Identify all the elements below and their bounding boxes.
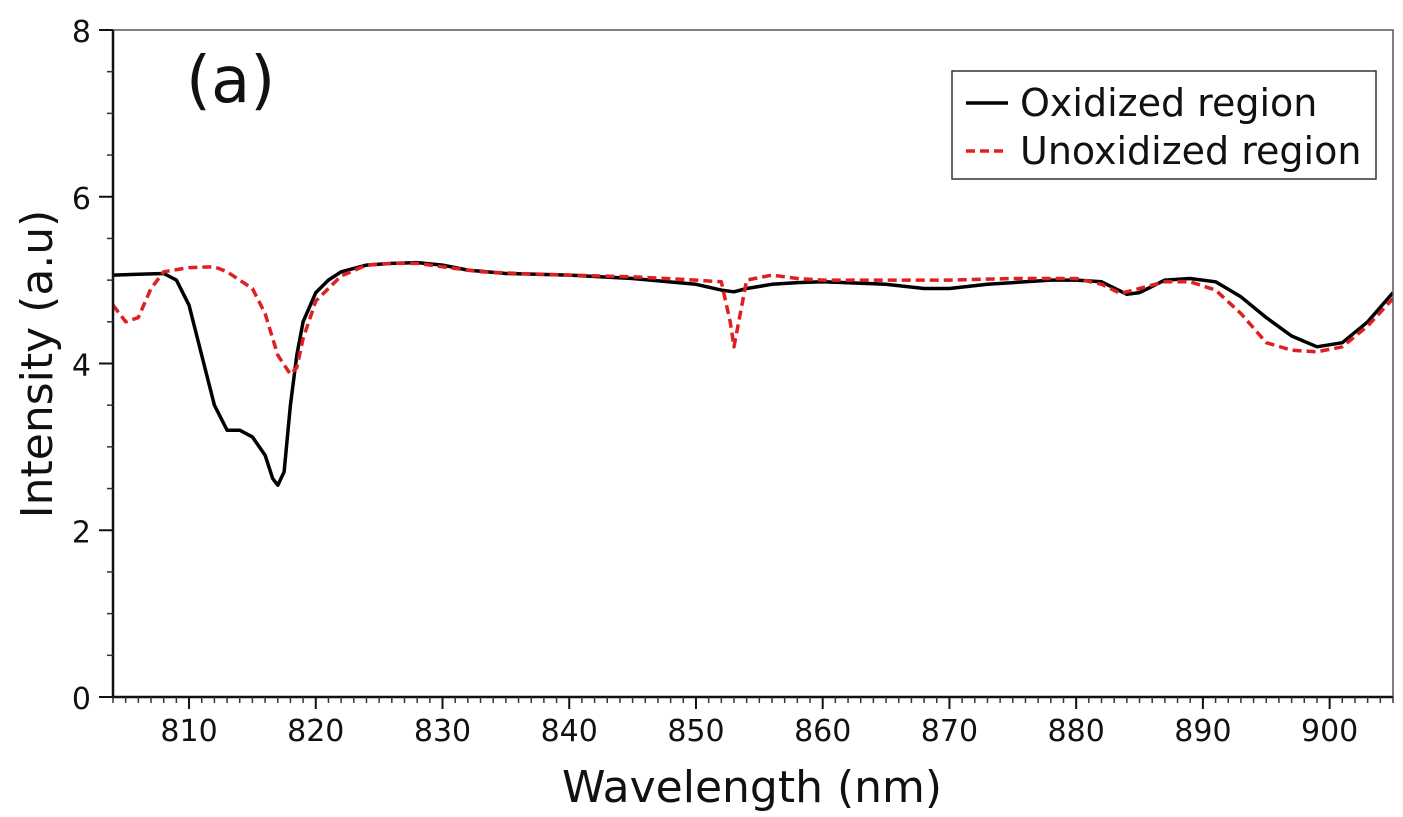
x-tick-label: 900 (1301, 714, 1358, 749)
y-tick-label: 8 (72, 15, 91, 50)
axes: 810 820 830 840 850 860 870 880 890 900 0 2 4 6 8 (72, 15, 1394, 749)
x-tick-label: 850 (667, 714, 724, 749)
y-tick-label: 0 (72, 682, 91, 717)
x-tick-label: 840 (541, 714, 598, 749)
series-line-2 (113, 261, 1393, 377)
y-tick-label: 2 (72, 515, 91, 550)
y-tick-label: 4 (72, 349, 91, 384)
x-tick-label: 860 (794, 714, 851, 749)
x-tick-label: 830 (414, 714, 471, 749)
x-tick-label: 810 (160, 714, 217, 749)
x-tick-label: 870 (921, 714, 978, 749)
x-tick-label: 890 (1174, 714, 1231, 749)
panel-label: (a) (186, 44, 275, 118)
y-axis-label: Intensity (a.u) (12, 210, 63, 519)
legend-box (951, 70, 1377, 180)
x-tick-label: 880 (1048, 714, 1105, 749)
plot-area (113, 260, 1393, 487)
x-tick-label: 820 (287, 714, 344, 749)
legend-label-2: Unoxidized region (1020, 129, 1361, 173)
x-axis-label: Wavelength (nm) (562, 762, 942, 813)
legend-label-1: Oxidized region (1020, 81, 1317, 125)
series-line-1 (113, 260, 1393, 487)
y-tick-label: 6 (72, 182, 91, 217)
